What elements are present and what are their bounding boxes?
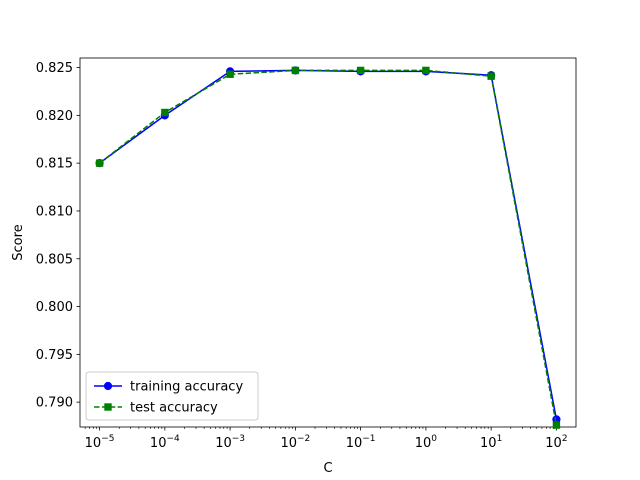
x-tick-label: 10−2 [280,434,310,451]
legend-box [85,371,259,421]
legend-marker [103,381,113,391]
data-point [552,421,561,429]
plot-area: 10−5 10−4 10−3 10−2 10−1 100 101 102 0.790 0.795… [36,57,577,451]
x-tick-label: 10−4 [150,434,180,451]
data-point [422,66,430,75]
y-tick-label: 0.820 [36,109,73,124]
x-axis-ticks: 10−5 10−4 10−3 10−2 10−1 100 101 102 [85,427,568,451]
data-point [356,66,365,75]
y-tick-label: 0.805 [36,252,73,267]
y-tick-label: 0.825 [36,61,73,76]
x-tick-label: 10−3 [215,434,245,451]
series-layer [95,66,561,429]
y-tick-label: 0.800 [36,300,73,315]
series-test [95,66,561,429]
y-axis-ticks: 0.790 0.795 0.800 0.805 0.810 0.815 0.820 0.825 [36,61,80,411]
data-point [95,159,104,167]
legend-entry: training accuracy [94,380,243,395]
series-line [99,69,558,426]
legend-label: training accuracy [130,380,243,395]
x-tick-label: 10−1 [346,434,376,451]
y-tick-label: 0.815 [36,157,73,172]
legend-label: test accuracy [130,401,218,416]
data-point [291,66,300,75]
legend-entry: test accuracy [94,401,218,416]
legend-marker [104,403,112,411]
y-tick-label: 0.790 [36,396,73,411]
axes-frame [79,57,577,428]
x-tick-label: 102 [545,434,567,451]
y-tick-label: 0.810 [36,204,73,219]
x-tick-label: 10−5 [85,434,115,451]
data-point [161,108,169,117]
x-axis-label: C [323,461,332,476]
x-tick-label: 101 [480,434,502,451]
y-tick-label: 0.795 [36,348,73,363]
data-point [487,72,495,80]
y-axis-label: Score [11,224,26,260]
legend: training accuracy test accuracy [85,371,259,421]
data-point [226,70,234,78]
x-tick-label: 100 [415,434,438,451]
